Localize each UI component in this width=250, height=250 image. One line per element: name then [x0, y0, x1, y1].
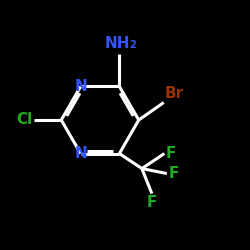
Text: F: F: [168, 166, 178, 181]
Text: NH: NH: [104, 36, 130, 52]
Text: N: N: [74, 146, 87, 161]
Text: N: N: [74, 79, 87, 94]
Text: Br: Br: [165, 86, 184, 101]
Text: 2: 2: [129, 40, 136, 50]
Text: Cl: Cl: [16, 112, 32, 128]
Text: F: F: [166, 146, 176, 161]
Text: F: F: [147, 195, 157, 210]
